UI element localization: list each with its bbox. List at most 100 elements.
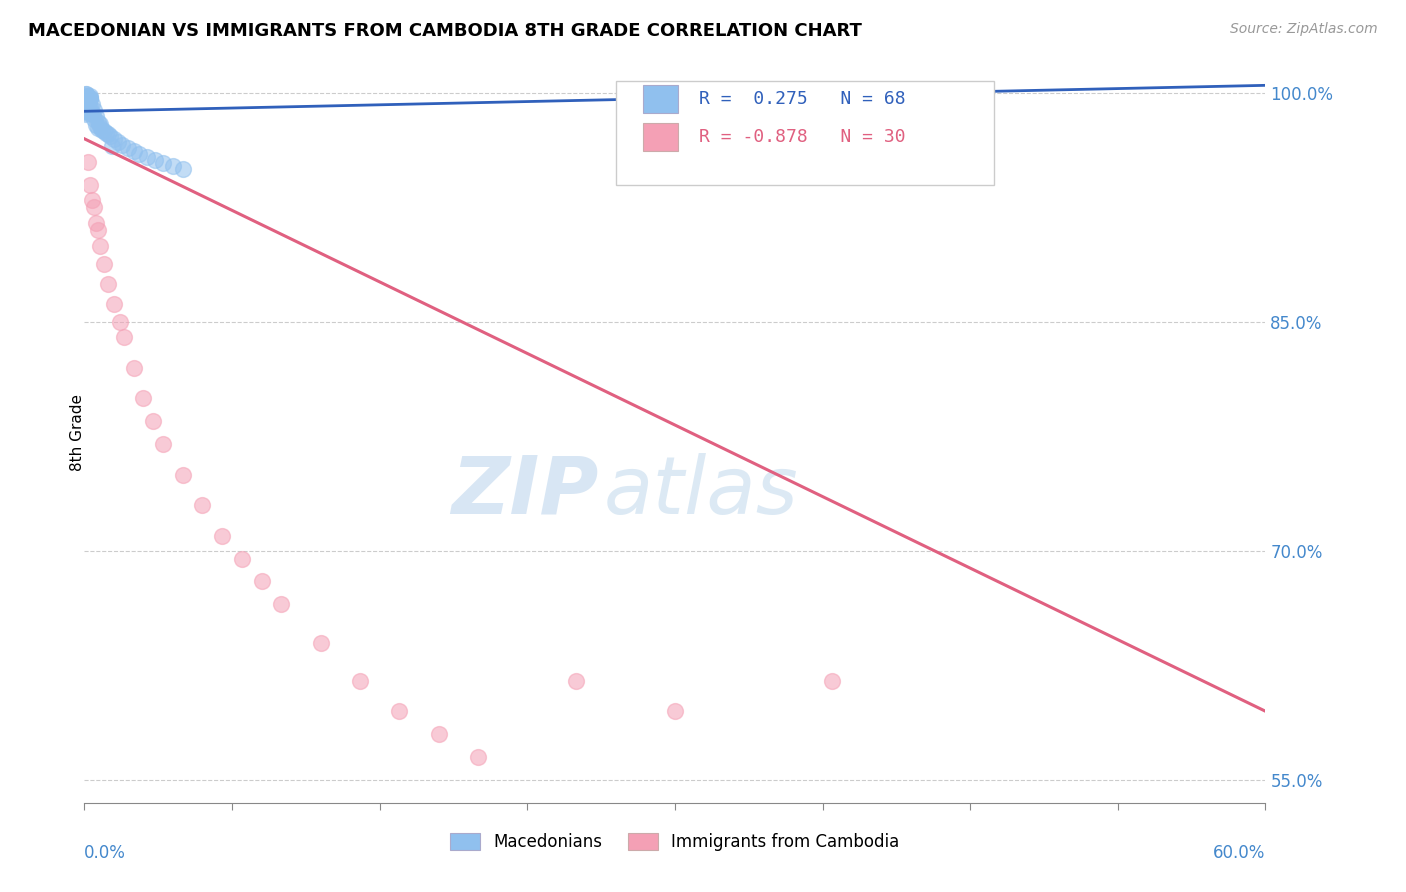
Point	[349, 673, 371, 688]
Point	[77, 94, 100, 108]
Point	[87, 223, 110, 237]
Point	[79, 89, 101, 103]
Point	[172, 162, 194, 177]
Point	[75, 95, 97, 109]
Point	[75, 101, 97, 115]
Point	[132, 391, 155, 405]
Point	[75, 104, 97, 119]
Point	[77, 101, 100, 115]
Point	[87, 115, 110, 129]
Point	[75, 100, 97, 114]
Point	[79, 100, 101, 114]
Point	[565, 673, 588, 688]
Point	[309, 635, 332, 649]
Point	[75, 107, 97, 121]
Point	[82, 96, 104, 111]
Point	[75, 95, 97, 109]
Point	[83, 112, 105, 126]
Bar	[643, 85, 679, 112]
Point	[87, 121, 110, 136]
Text: atlas: atlas	[605, 453, 799, 531]
Text: R = -0.878   N = 30: R = -0.878 N = 30	[699, 128, 905, 146]
Point	[211, 529, 233, 543]
Point	[77, 96, 100, 111]
Point	[75, 96, 97, 111]
Point	[143, 153, 166, 168]
Point	[112, 330, 135, 344]
Point	[136, 150, 159, 164]
Point	[108, 315, 131, 329]
Point	[75, 94, 97, 108]
Point	[77, 90, 100, 104]
Point	[250, 574, 273, 589]
Point	[98, 128, 121, 143]
Point	[97, 277, 120, 291]
Point	[79, 178, 101, 192]
Point	[77, 98, 100, 112]
Point	[77, 154, 100, 169]
Point	[107, 135, 129, 149]
Point	[142, 414, 165, 428]
Point	[75, 94, 97, 108]
Point	[75, 89, 97, 103]
Point	[152, 156, 174, 170]
Point	[122, 144, 145, 158]
Text: ZIP: ZIP	[451, 453, 598, 531]
Point	[122, 360, 145, 375]
Point	[117, 141, 139, 155]
Point	[77, 92, 100, 106]
Point	[111, 137, 134, 152]
Point	[75, 101, 97, 115]
Point	[77, 92, 100, 106]
Point	[89, 116, 111, 130]
Point	[128, 147, 150, 161]
Point	[103, 132, 125, 146]
Text: 0.0%: 0.0%	[84, 844, 127, 862]
Point	[75, 95, 97, 109]
Point	[77, 100, 100, 114]
Point	[82, 193, 104, 207]
Point	[77, 94, 100, 108]
Point	[83, 201, 105, 215]
Point	[79, 104, 101, 119]
Point	[77, 92, 100, 106]
Legend: Macedonians, Immigrants from Cambodia: Macedonians, Immigrants from Cambodia	[444, 826, 905, 857]
Text: Source: ZipAtlas.com: Source: ZipAtlas.com	[1230, 22, 1378, 37]
FancyBboxPatch shape	[616, 81, 994, 185]
Bar	[643, 123, 679, 152]
Point	[93, 124, 115, 138]
Point	[82, 105, 104, 120]
Point	[84, 109, 107, 123]
Point	[97, 127, 120, 141]
Point	[93, 257, 115, 271]
Point	[79, 92, 101, 106]
Point	[172, 467, 194, 482]
Point	[77, 95, 100, 109]
Point	[270, 598, 292, 612]
Text: MACEDONIAN VS IMMIGRANTS FROM CAMBODIA 8TH GRADE CORRELATION CHART: MACEDONIAN VS IMMIGRANTS FROM CAMBODIA 8…	[28, 22, 862, 40]
Point	[75, 87, 97, 102]
Point	[94, 126, 117, 140]
Point	[84, 216, 107, 230]
Text: 60.0%: 60.0%	[1213, 844, 1265, 862]
Point	[231, 551, 253, 566]
Point	[75, 103, 97, 117]
Point	[79, 90, 101, 104]
Text: R =  0.275   N = 68: R = 0.275 N = 68	[699, 90, 905, 108]
Point	[427, 727, 450, 741]
Point	[91, 122, 114, 136]
Point	[664, 704, 686, 718]
Point	[75, 104, 97, 119]
Point	[75, 87, 97, 102]
Point	[77, 104, 100, 119]
Point	[162, 159, 184, 173]
Point	[89, 238, 111, 252]
Point	[84, 118, 107, 132]
Point	[388, 704, 411, 718]
Point	[467, 750, 489, 764]
Point	[821, 673, 844, 688]
Point	[75, 98, 97, 112]
Point	[79, 90, 101, 104]
Point	[83, 103, 105, 117]
Point	[75, 90, 97, 104]
